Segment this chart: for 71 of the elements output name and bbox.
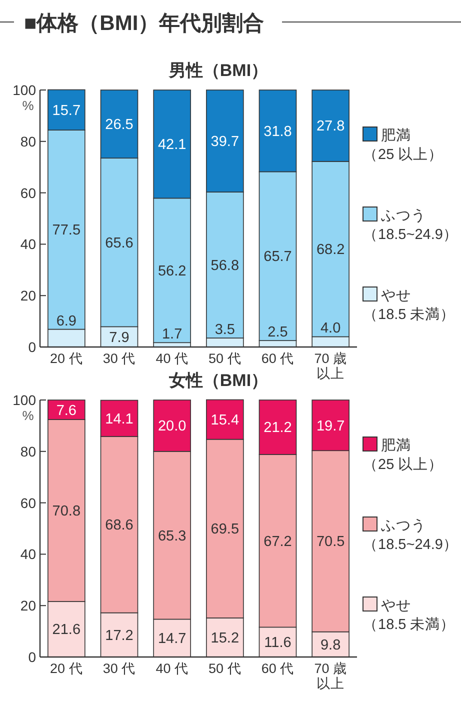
x-tick-label: 70 歳以上 [314, 351, 347, 381]
data-label: 69.5 [210, 522, 240, 538]
data-label: 20.0 [158, 418, 186, 435]
legend-label: ふつう（18.5~24.9） [363, 518, 458, 553]
y-tick-label: 20 [20, 288, 36, 304]
data-label: 19.7 [316, 418, 345, 434]
data-label: 2.5 [268, 324, 288, 341]
data-label: 3.5 [214, 322, 236, 338]
x-tick-label: 40 代 [156, 351, 188, 366]
data-label: 7.6 [56, 402, 77, 419]
data-label: 14.1 [105, 411, 134, 428]
x-tick-label: 20 代 [50, 351, 83, 366]
y-tick-label: 40 [20, 546, 36, 562]
legend-label: やせ（18.5 未満） [363, 598, 456, 633]
y-tick-label: 80 [20, 133, 36, 150]
data-label: 70.5 [316, 534, 345, 550]
x-tick-label: 60 代 [261, 351, 294, 366]
data-label: 65.7 [264, 249, 292, 266]
x-tick-label: 20 代 [50, 661, 83, 676]
data-label: 15.7 [52, 102, 81, 119]
y-tick-label: 60 [20, 184, 36, 201]
data-label: 65.6 [105, 235, 134, 252]
chart-title: 女性（BMI） [168, 371, 268, 390]
data-label: 56.2 [158, 263, 186, 280]
legend-label: 肥満（25 以上） [363, 437, 444, 473]
data-label: 65.3 [158, 528, 186, 544]
data-label: 68.2 [316, 242, 345, 258]
y-tick-label: 80 [20, 443, 36, 460]
data-label: 26.5 [105, 117, 134, 134]
data-label: 21.6 [52, 622, 81, 638]
legend-label: やせ（18.5 未満） [363, 288, 456, 323]
data-label: 17.2 [105, 628, 134, 644]
data-label: 11.6 [264, 635, 292, 652]
y-tick-label: 100 [12, 82, 36, 98]
data-label: 7.9 [109, 330, 130, 346]
legend-label: 肥満（25 以上） [363, 127, 444, 163]
legend-label: ふつう（18.5~24.9） [363, 208, 458, 243]
data-label: 70.8 [52, 504, 81, 520]
y-tick-label: 0 [28, 649, 36, 665]
data-label: 42.1 [158, 137, 186, 154]
y-tick-label: 60 [20, 494, 36, 511]
data-label: 14.7 [158, 631, 186, 648]
x-tick-label: 50 代 [208, 661, 242, 676]
y-axis-title: % [22, 98, 34, 113]
y-tick-label: 100 [12, 392, 36, 408]
data-label: 9.8 [320, 637, 341, 654]
data-label: 15.2 [210, 630, 240, 646]
data-label: 4.0 [320, 320, 341, 337]
data-label: 27.8 [316, 118, 345, 135]
x-tick-label: 70 歳以上 [314, 661, 347, 691]
x-tick-label: 30 代 [102, 661, 136, 676]
data-label: 31.8 [264, 124, 292, 140]
y-axis-title: % [22, 408, 34, 423]
data-label: 39.7 [210, 134, 240, 150]
data-label: 68.6 [105, 518, 134, 534]
y-tick-label: 20 [20, 598, 36, 614]
y-tick-label: 0 [28, 339, 36, 355]
data-label: 67.2 [264, 534, 292, 550]
data-label: 21.2 [264, 420, 292, 436]
data-label: 77.5 [52, 222, 81, 239]
chart-title: ■体格（BMI）年代別割合 [24, 11, 264, 35]
data-label: 15.4 [210, 412, 240, 429]
data-label: 56.8 [210, 258, 240, 274]
x-tick-label: 30 代 [102, 351, 136, 366]
x-tick-label: 40 代 [156, 661, 188, 676]
x-tick-label: 60 代 [261, 661, 294, 676]
data-label: 1.7 [162, 326, 182, 343]
y-tick-label: 40 [20, 236, 36, 252]
data-label: 6.9 [56, 313, 77, 330]
x-tick-label: 50 代 [208, 351, 242, 366]
chart-subtitle: 男性（BMI） [168, 61, 268, 80]
